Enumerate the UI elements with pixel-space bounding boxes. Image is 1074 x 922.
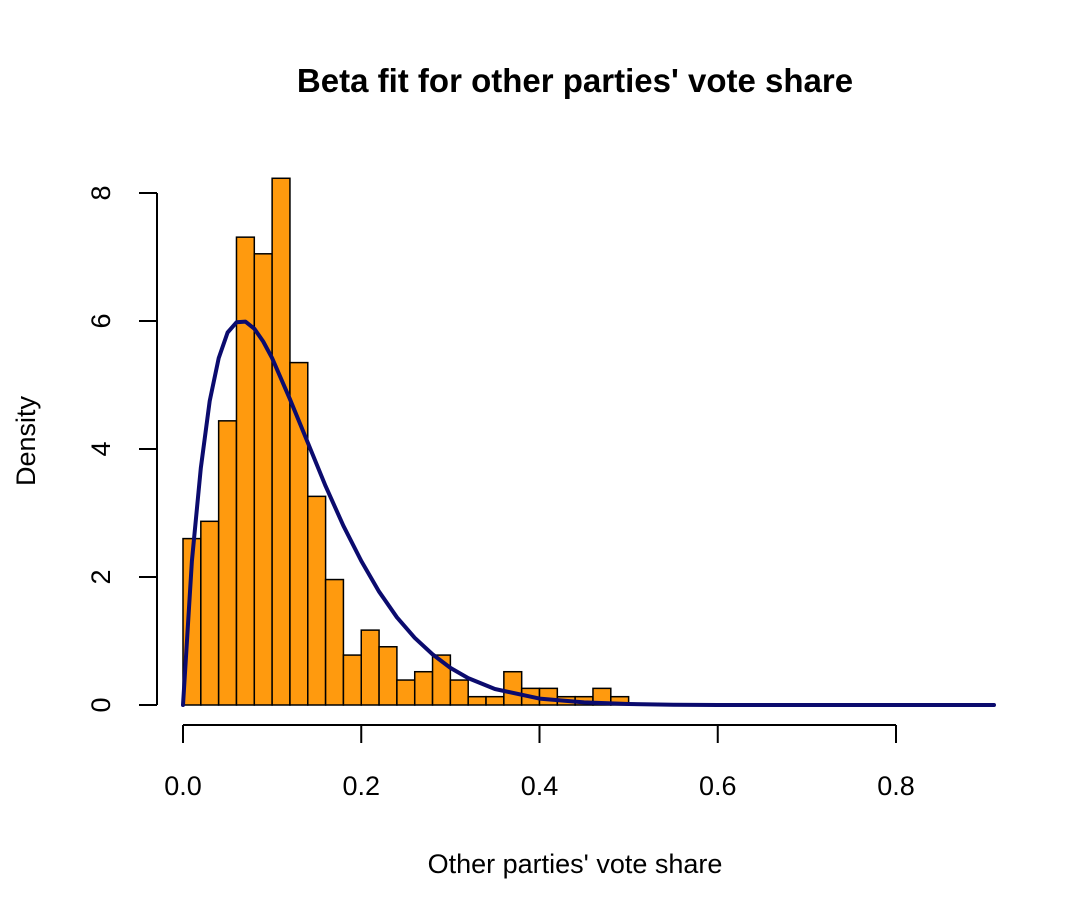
x-tick-label: 0.8 (877, 771, 915, 801)
histogram-bar (449, 679, 469, 706)
x-tick-label: 0.6 (699, 771, 737, 801)
x-tick-label: 0.0 (164, 771, 202, 801)
chart-title: Beta fit for other parties' vote share (297, 62, 853, 99)
histogram-bar (360, 629, 380, 706)
y-axis-ticks: 0 2 4 6 8 (86, 185, 157, 713)
y-axis-label: Density (11, 395, 41, 486)
histogram-bar (396, 679, 416, 706)
x-tick-label: 0.4 (521, 771, 559, 801)
histogram-bar (271, 177, 291, 706)
histogram-bar (413, 670, 434, 706)
histogram-bar (538, 687, 559, 706)
x-axis-ticks: 0.0 0.2 0.4 0.6 0.8 (164, 725, 915, 801)
x-axis-label: Other parties' vote share (428, 849, 723, 879)
beta-fit-curve (181, 319, 996, 707)
histogram-bar (235, 236, 256, 706)
y-axis: 0 2 4 6 8 (86, 185, 158, 713)
y-tick-label: 0 (86, 697, 116, 712)
y-tick-label: 8 (86, 185, 116, 200)
histogram-bar (378, 646, 398, 706)
y-tick-label: 6 (86, 313, 116, 328)
y-tick-label: 4 (86, 441, 116, 456)
x-axis: 0.0 0.2 0.4 0.6 0.8 (164, 724, 915, 801)
histogram-bar (307, 495, 327, 706)
x-tick-label: 0.2 (342, 771, 380, 801)
histogram-bar (289, 361, 309, 706)
y-tick-label: 2 (86, 569, 116, 584)
histogram-bar (485, 695, 505, 706)
histogram-bar (503, 670, 523, 706)
histogram-bars (182, 177, 630, 706)
histogram-bar (200, 520, 220, 706)
histogram-bar (342, 654, 362, 706)
histogram-bar (324, 578, 345, 706)
histogram-bar (217, 420, 238, 706)
histogram-bar (253, 253, 273, 706)
histogram-bar (467, 695, 487, 706)
